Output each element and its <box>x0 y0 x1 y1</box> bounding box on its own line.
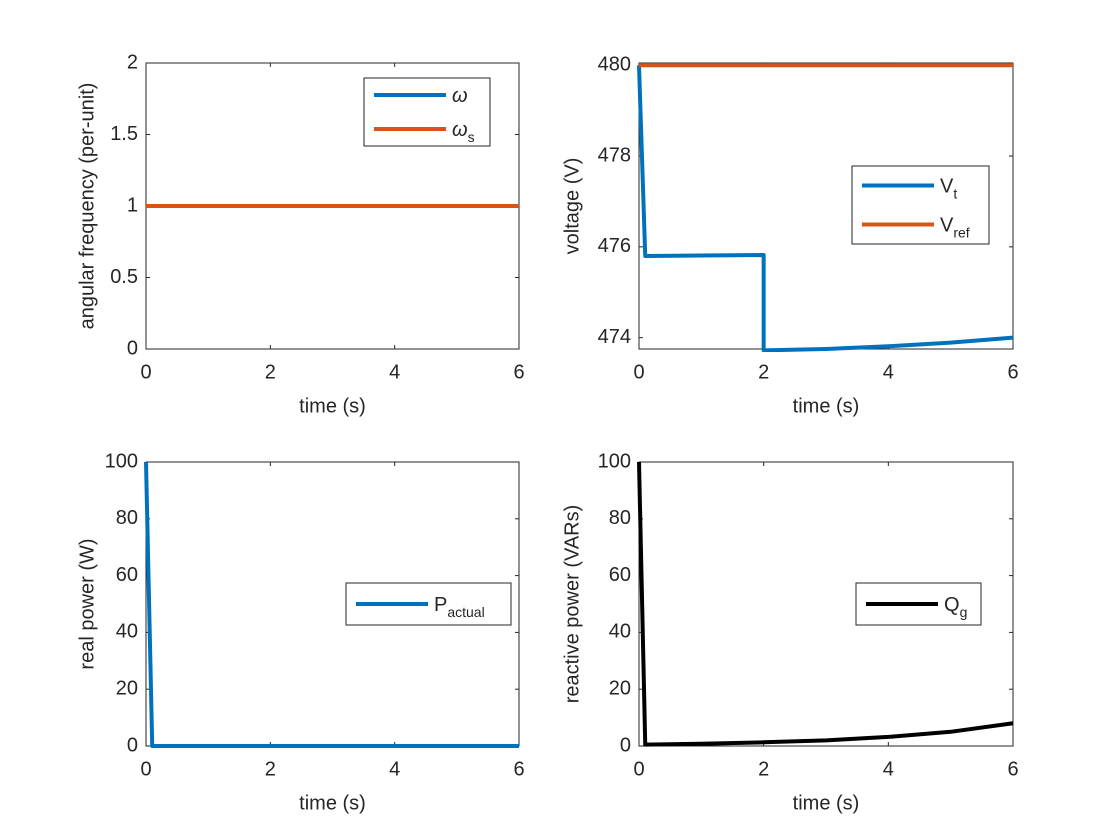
x-tick-label: 0 <box>140 758 151 780</box>
legend-label-1: Qg <box>944 594 967 620</box>
y-tick-label: 20 <box>116 677 138 699</box>
y-tick-label: 0.5 <box>110 266 138 288</box>
x-axis-label: time (s) <box>793 395 860 417</box>
legend-name: P <box>434 594 447 616</box>
y-tick-label: 60 <box>116 564 138 586</box>
series-line-1 <box>144 461 519 748</box>
y-tick-label: 80 <box>116 507 138 529</box>
y-axis-label: angular frequency (per-unit) <box>76 83 98 330</box>
legend: ωωs <box>363 77 491 147</box>
x-tick-label: 2 <box>265 361 276 383</box>
legend-subscript: s <box>468 129 475 145</box>
x-axis-label: time (s) <box>299 395 366 417</box>
x-tick-label: 2 <box>265 758 276 780</box>
legend-label-1: Vt <box>940 176 957 202</box>
y-tick-label: 100 <box>105 450 138 472</box>
y-tick-label: 2 <box>127 51 138 73</box>
legend-name: V <box>940 176 954 198</box>
x-tick-label: 6 <box>513 361 524 383</box>
y-tick-label: 40 <box>609 621 631 643</box>
y-tick-label: 0 <box>127 734 138 756</box>
y-tick-label: 0 <box>620 734 631 756</box>
series-line-1 <box>637 65 1014 352</box>
y-tick-label: 20 <box>609 677 631 699</box>
x-tick-label: 0 <box>140 361 151 383</box>
series-line-1 <box>637 461 1014 747</box>
y-tick-label: 0 <box>127 337 138 359</box>
y-tick-label: 476 <box>598 235 631 257</box>
y-tick-label: 480 <box>598 54 631 76</box>
x-tick-label: 2 <box>758 758 769 780</box>
y-axis-label: real power (W) <box>76 538 98 669</box>
legend-name: Q <box>944 594 960 616</box>
legend-box <box>851 165 990 245</box>
y-tick-label: 40 <box>116 621 138 643</box>
y-tick-label: 60 <box>609 564 631 586</box>
legend: Qg <box>855 582 982 626</box>
legend-label-1: Pactual <box>434 594 485 620</box>
y-tick-label: 80 <box>609 507 631 529</box>
x-tick-label: 4 <box>883 361 894 383</box>
y-tick-label: 1.5 <box>110 123 138 145</box>
x-tick-label: 6 <box>513 758 524 780</box>
legend-subscript: g <box>960 604 968 620</box>
x-tick-label: 6 <box>1007 758 1018 780</box>
legend-name: ω <box>452 119 468 141</box>
x-axis-label: time (s) <box>793 792 860 814</box>
legend: Pactual <box>345 582 512 626</box>
x-tick-label: 6 <box>1007 361 1018 383</box>
x-tick-label: 4 <box>389 361 400 383</box>
legend-subscript: t <box>953 186 957 202</box>
legend-subscript: actual <box>447 604 484 620</box>
legend-label-2: ωs <box>452 119 475 145</box>
subplot-1: 0 2 4 6 0 0.5 1 1.5 2 time (s) angular frequency (… <box>76 51 524 417</box>
legend-box <box>345 582 512 626</box>
x-axis-label: time (s) <box>299 792 366 814</box>
x-tick-label: 2 <box>758 361 769 383</box>
y-tick-label: 474 <box>598 326 631 348</box>
x-tick-label: 4 <box>883 758 894 780</box>
legend-name: ω <box>452 85 468 107</box>
legend-box <box>363 77 491 147</box>
y-tick-label: 478 <box>598 144 631 166</box>
x-tick-label: 4 <box>389 758 400 780</box>
x-tick-label: 0 <box>633 361 644 383</box>
y-tick-label: 1 <box>127 194 138 216</box>
y-axis-label: reactive power (VARs) <box>561 505 583 704</box>
legend-label-1: ω <box>452 85 468 107</box>
y-tick-label: 100 <box>598 450 631 472</box>
x-tick-label: 0 <box>633 758 644 780</box>
y-axis-label: voltage (V) <box>561 158 583 255</box>
legend-name: V <box>940 215 954 237</box>
legend-subscript: ref <box>953 225 969 241</box>
legend-label-2: Vref <box>940 215 970 241</box>
